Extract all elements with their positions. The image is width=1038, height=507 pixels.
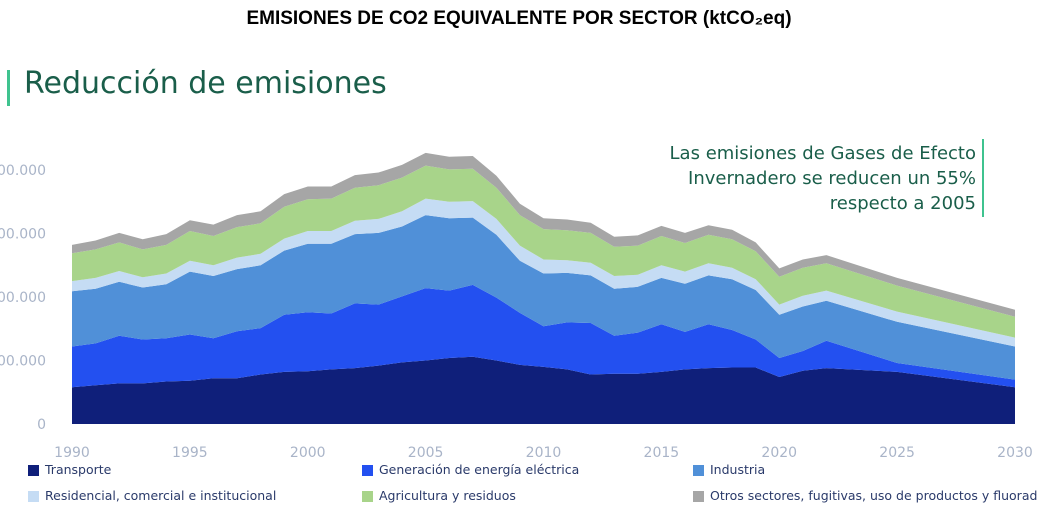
callout-line-2: Invernadero se reducen un 55% <box>688 168 976 189</box>
legend-label: Agricultura y residuos <box>379 488 516 503</box>
x-tick-label: 2015 <box>644 445 680 461</box>
area-series-1 <box>72 284 1015 388</box>
chart-main-title: EMISIONES DE CO2 EQUIVALENTE POR SECTOR … <box>246 8 792 29</box>
callout-text: Las emisiones de Gases de Efecto Inverna… <box>670 141 976 216</box>
area-series-0 <box>72 356 1015 424</box>
legend-swatch <box>362 465 373 476</box>
legend-label: Residencial, comercial e institucional <box>45 488 277 503</box>
callout-line-3: respecto a 2005 <box>829 193 976 214</box>
y-tick-label: 00.000 <box>0 163 46 179</box>
legend-label: Industria <box>710 462 766 477</box>
area-series-2 <box>72 215 1015 380</box>
y-tick-label: 0 <box>37 417 46 433</box>
y-tick-label: 00.000 <box>0 354 46 370</box>
area-series-4 <box>72 165 1015 338</box>
legend-swatch <box>28 465 39 476</box>
legend-swatch <box>28 491 39 502</box>
x-tick-label: 2010 <box>526 445 562 461</box>
section-title: Reducción de emisiones <box>24 66 387 101</box>
x-tick-label: 1995 <box>172 445 208 461</box>
area-series-5 <box>72 152 1015 317</box>
x-tick-label: 2000 <box>290 445 326 461</box>
x-tick-label: 2025 <box>879 445 915 461</box>
legend-swatch <box>693 491 704 502</box>
legend-swatch <box>693 465 704 476</box>
legend-label: Generación de energía eléctrica <box>379 462 580 477</box>
area-series-3 <box>72 198 1015 347</box>
section-accent-bar <box>7 70 10 106</box>
callout-accent-bar <box>982 139 984 217</box>
x-tick-label: 2005 <box>408 445 444 461</box>
legend-label: Otros sectores, fugitivas, uso de produc… <box>710 488 1038 503</box>
callout-line-1: Las emisiones de Gases de Efecto <box>669 143 976 164</box>
x-tick-label: 1990 <box>54 445 90 461</box>
y-tick-label: 00.000 <box>0 290 46 306</box>
x-tick-label: 2030 <box>997 445 1033 461</box>
x-tick-label: 2020 <box>761 445 797 461</box>
legend-label: Transporte <box>45 462 112 477</box>
y-tick-label: 00.000 <box>0 227 46 243</box>
legend-swatch <box>362 491 373 502</box>
